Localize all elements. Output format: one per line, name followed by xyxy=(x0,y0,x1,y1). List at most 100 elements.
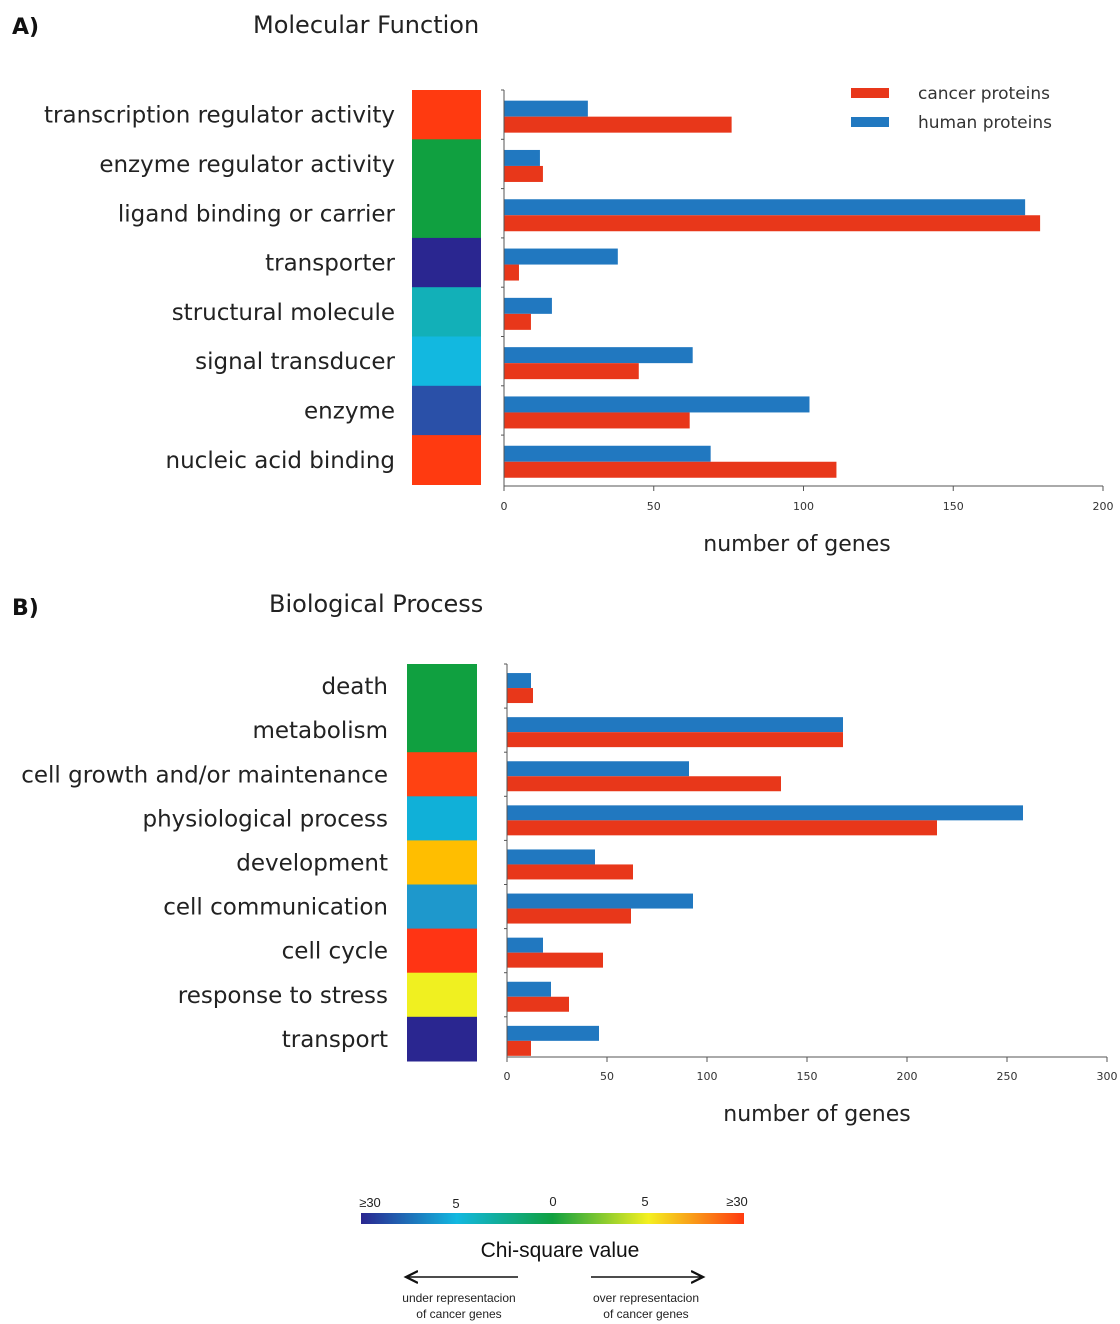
category-label-b-6: cell cycle xyxy=(282,939,388,965)
legend-swatch-human xyxy=(851,117,889,127)
category-label-a-5: signal transducer xyxy=(195,349,395,375)
bar-human-b-2 xyxy=(507,761,689,777)
category-label-a-4: structural molecule xyxy=(172,300,395,326)
category-label-b-8: transport xyxy=(282,1027,388,1053)
legend: cancer proteins human proteins xyxy=(851,84,1052,133)
x-tick-label-a-3: 150 xyxy=(943,500,964,513)
bar-cancer-b-0 xyxy=(507,688,533,704)
bar-human-a-3 xyxy=(504,248,618,265)
category-label-a-0: transcription regulator activity xyxy=(44,103,395,129)
bar-cancer-b-3 xyxy=(507,820,937,836)
panel-a-xlabel: number of genes xyxy=(703,532,891,557)
bar-cancer-a-2 xyxy=(504,215,1041,232)
heat-cell-a-7 xyxy=(412,435,481,485)
heat-cell-b-5 xyxy=(407,884,477,930)
colorbar-title: Chi-square value xyxy=(481,1239,640,1262)
bar-cancer-b-4 xyxy=(507,864,633,880)
category-label-b-2: cell growth and/or maintenance xyxy=(21,762,388,788)
panel-b-letter: B) xyxy=(12,596,39,621)
colorbar-gradient xyxy=(361,1213,744,1224)
bar-human-b-3 xyxy=(507,805,1023,821)
bar-cancer-a-4 xyxy=(504,313,531,330)
bar-human-b-0 xyxy=(507,673,531,689)
x-tick-label-b-5: 250 xyxy=(997,1070,1018,1083)
colorbar-left-note-2: of cancer genes xyxy=(416,1307,501,1321)
bar-human-a-4 xyxy=(504,297,552,314)
bar-human-a-0 xyxy=(504,100,588,117)
bar-human-b-7 xyxy=(507,981,551,997)
colorbar: ≥30 5 0 5 ≥30 Chi-square value under rep… xyxy=(359,1194,748,1321)
category-label-a-1: enzyme regulator activity xyxy=(99,152,395,178)
heat-cell-a-5 xyxy=(412,336,481,387)
panel-b-title: Biological Process xyxy=(269,590,483,618)
panel-a-title: Molecular Function xyxy=(253,11,479,39)
x-tick-label-b-0: 0 xyxy=(504,1070,511,1083)
category-label-b-5: cell communication xyxy=(163,895,388,921)
x-tick-label-a-2: 100 xyxy=(793,500,814,513)
colorbar-right-note-1: over representacion xyxy=(593,1291,699,1305)
heat-cell-b-8 xyxy=(407,1016,477,1062)
category-label-a-6: enzyme xyxy=(304,398,395,424)
bar-human-b-1 xyxy=(507,717,843,733)
category-label-a-7: nucleic acid binding xyxy=(166,448,395,474)
bar-human-b-8 xyxy=(507,1025,599,1041)
x-tick-label-b-2: 100 xyxy=(697,1070,718,1083)
x-tick-label-b-6: 300 xyxy=(1097,1070,1118,1083)
heat-cell-a-2 xyxy=(412,188,481,239)
bar-cancer-a-1 xyxy=(504,165,543,182)
colorbar-left-note-1: under representacion xyxy=(402,1291,515,1305)
bar-human-a-2 xyxy=(504,199,1026,216)
panel-b-xlabel: number of genes xyxy=(723,1102,911,1127)
colorbar-tick-right: ≥30 xyxy=(726,1194,748,1209)
bar-human-b-5 xyxy=(507,893,693,909)
heat-cell-b-6 xyxy=(407,928,477,974)
x-tick-label-a-0: 0 xyxy=(501,500,508,513)
bar-cancer-a-5 xyxy=(504,363,639,380)
bar-cancer-a-3 xyxy=(504,264,519,281)
bar-cancer-b-7 xyxy=(507,996,569,1012)
bar-human-a-5 xyxy=(504,347,693,364)
bar-cancer-b-2 xyxy=(507,776,781,792)
category-label-b-0: death xyxy=(322,674,388,700)
bar-cancer-a-0 xyxy=(504,116,732,133)
colorbar-tick-center: 0 xyxy=(549,1194,556,1209)
colorbar-tick-right-mid: 5 xyxy=(641,1194,648,1209)
colorbar-tick-left: ≥30 xyxy=(359,1195,381,1210)
heat-cell-a-6 xyxy=(412,385,481,436)
colorbar-tick-left-mid: 5 xyxy=(452,1196,459,1211)
legend-label-cancer: cancer proteins xyxy=(918,84,1050,104)
colorbar-right-note-2: of cancer genes xyxy=(603,1307,688,1321)
bar-cancer-b-1 xyxy=(507,732,843,748)
x-tick-label-b-3: 150 xyxy=(797,1070,818,1083)
bar-cancer-a-7 xyxy=(504,461,837,478)
bar-cancer-b-8 xyxy=(507,1040,531,1056)
x-tick-label-b-1: 50 xyxy=(600,1070,614,1083)
bar-human-b-6 xyxy=(507,937,543,953)
legend-label-human: human proteins xyxy=(918,113,1052,133)
x-tick-label-b-4: 200 xyxy=(897,1070,918,1083)
bar-cancer-a-6 xyxy=(504,412,690,429)
category-label-a-3: transporter xyxy=(265,251,395,277)
heat-cell-b-2 xyxy=(407,752,477,797)
bar-cancer-b-6 xyxy=(507,952,603,968)
x-tick-label-a-4: 200 xyxy=(1093,500,1114,513)
x-tick-label-a-1: 50 xyxy=(647,500,661,513)
category-label-b-3: physiological process xyxy=(142,806,388,832)
heat-cell-a-0 xyxy=(412,90,481,140)
category-label-b-4: development xyxy=(236,850,388,876)
heat-cell-a-1 xyxy=(412,139,481,190)
category-label-b-7: response to stress xyxy=(178,983,388,1009)
bar-human-a-7 xyxy=(504,445,711,462)
bar-cancer-b-5 xyxy=(507,908,631,924)
heat-cell-a-3 xyxy=(412,237,481,288)
heat-cell-b-4 xyxy=(407,840,477,886)
heat-cell-b-3 xyxy=(407,796,477,841)
panel-a-chart: transcription regulator activity enzyme r… xyxy=(44,89,1114,513)
legend-swatch-cancer xyxy=(851,88,889,98)
heat-cell-b-1 xyxy=(407,708,477,753)
category-label-a-2: ligand binding or carrier xyxy=(118,201,396,227)
bar-human-b-4 xyxy=(507,849,595,865)
bar-human-a-6 xyxy=(504,396,810,413)
panel-b-chart: death metabolism cell growth and/or mainte… xyxy=(21,663,1118,1083)
